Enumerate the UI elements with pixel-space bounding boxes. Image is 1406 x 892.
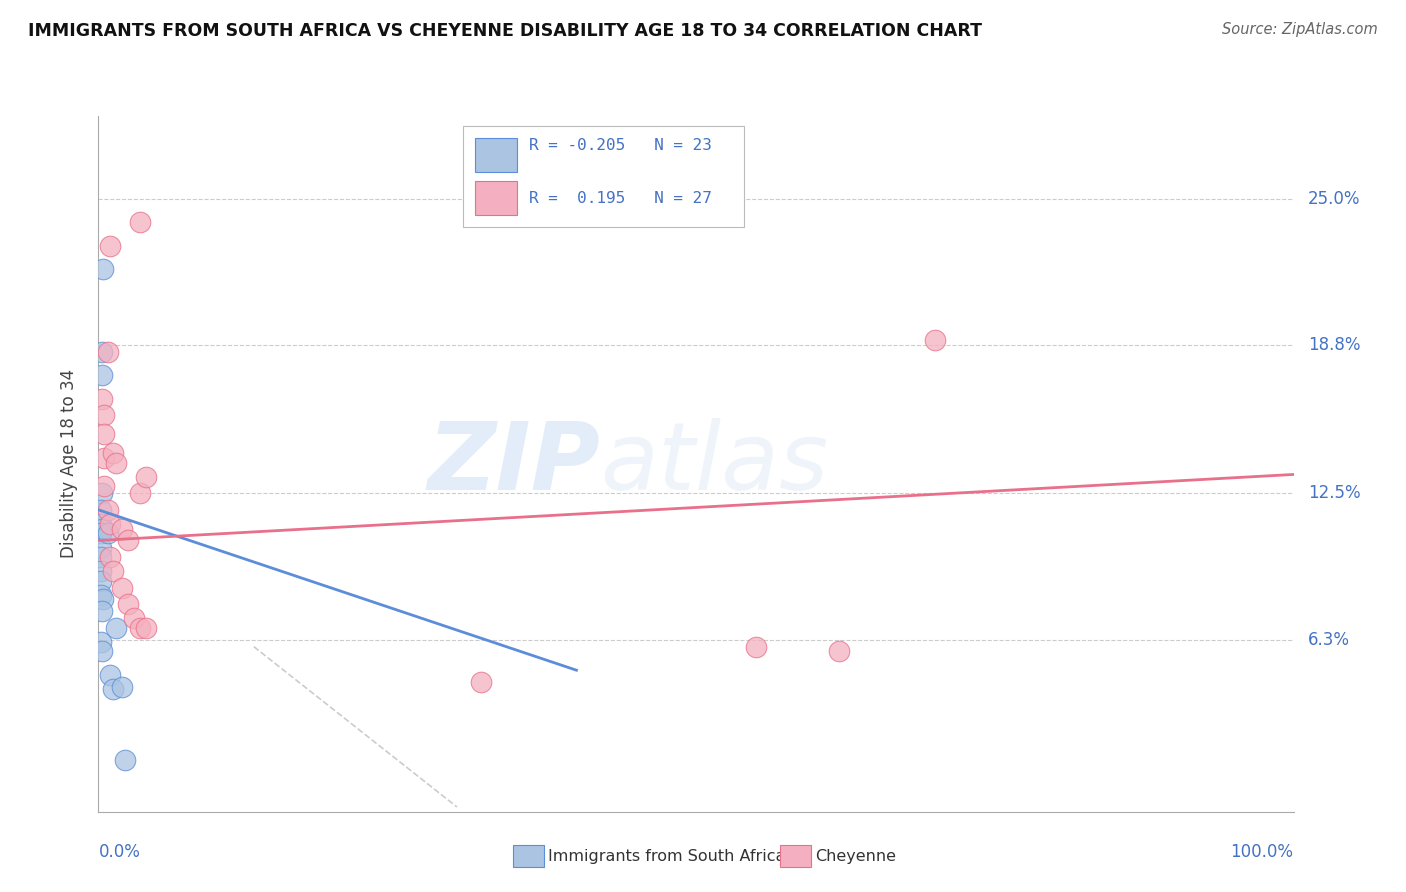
Point bbox=[111, 680, 134, 694]
Text: R =  0.195   N = 27: R = 0.195 N = 27 bbox=[529, 191, 711, 205]
Point bbox=[129, 621, 152, 635]
Point bbox=[90, 588, 112, 602]
Text: IMMIGRANTS FROM SOUTH AFRICA VS CHEYENNE DISABILITY AGE 18 TO 34 CORRELATION CHA: IMMIGRANTS FROM SOUTH AFRICA VS CHEYENNE… bbox=[28, 22, 983, 40]
Text: 18.8%: 18.8% bbox=[1308, 335, 1361, 354]
Point bbox=[111, 522, 134, 536]
Point bbox=[90, 574, 112, 588]
Text: 25.0%: 25.0% bbox=[1308, 189, 1361, 208]
Point bbox=[90, 564, 112, 578]
Text: 0.0%: 0.0% bbox=[98, 843, 141, 861]
Point bbox=[117, 597, 139, 611]
Point bbox=[90, 526, 112, 541]
Point bbox=[93, 450, 115, 465]
Bar bbox=[475, 181, 517, 215]
Point bbox=[91, 392, 114, 406]
Text: atlas: atlas bbox=[600, 418, 828, 509]
Point bbox=[93, 479, 115, 493]
Point bbox=[117, 533, 139, 548]
Point bbox=[90, 516, 112, 531]
Point bbox=[129, 486, 152, 500]
Point bbox=[98, 516, 122, 531]
Point bbox=[114, 753, 136, 767]
Point bbox=[135, 621, 157, 635]
Text: ZIP: ZIP bbox=[427, 417, 600, 510]
Point bbox=[105, 456, 128, 470]
Text: Cheyenne: Cheyenne bbox=[815, 849, 897, 863]
Text: 100.0%: 100.0% bbox=[1230, 843, 1294, 861]
Point bbox=[91, 344, 114, 359]
Point bbox=[101, 446, 124, 460]
Point bbox=[90, 549, 112, 564]
Point bbox=[98, 668, 122, 682]
Point bbox=[105, 621, 128, 635]
Point bbox=[98, 549, 122, 564]
Point bbox=[93, 409, 115, 423]
Point bbox=[91, 368, 114, 383]
Text: R = -0.205   N = 23: R = -0.205 N = 23 bbox=[529, 137, 711, 153]
Point bbox=[129, 215, 152, 229]
Point bbox=[924, 333, 946, 347]
Point bbox=[97, 344, 120, 359]
Point bbox=[91, 592, 114, 607]
Point bbox=[91, 522, 114, 536]
Point bbox=[101, 682, 124, 697]
Point bbox=[90, 635, 112, 649]
Point bbox=[91, 486, 114, 500]
Text: Source: ZipAtlas.com: Source: ZipAtlas.com bbox=[1222, 22, 1378, 37]
Point bbox=[124, 611, 146, 625]
Point bbox=[91, 644, 114, 658]
Point bbox=[91, 604, 114, 618]
Text: 12.5%: 12.5% bbox=[1308, 484, 1361, 502]
Point bbox=[101, 564, 124, 578]
Point bbox=[97, 503, 120, 517]
FancyBboxPatch shape bbox=[463, 127, 744, 227]
Point bbox=[97, 526, 120, 541]
Point bbox=[828, 644, 851, 658]
Point bbox=[90, 503, 112, 517]
Y-axis label: Disability Age 18 to 34: Disability Age 18 to 34 bbox=[59, 369, 77, 558]
Text: Immigrants from South Africa: Immigrants from South Africa bbox=[548, 849, 786, 863]
Text: 6.3%: 6.3% bbox=[1308, 631, 1350, 648]
Point bbox=[111, 581, 134, 595]
Point bbox=[91, 262, 114, 277]
Point bbox=[93, 427, 115, 442]
Bar bbox=[475, 138, 517, 171]
Point bbox=[90, 541, 112, 555]
Point bbox=[135, 470, 157, 484]
Point bbox=[745, 640, 768, 654]
Point bbox=[98, 238, 122, 252]
Point bbox=[470, 675, 492, 690]
